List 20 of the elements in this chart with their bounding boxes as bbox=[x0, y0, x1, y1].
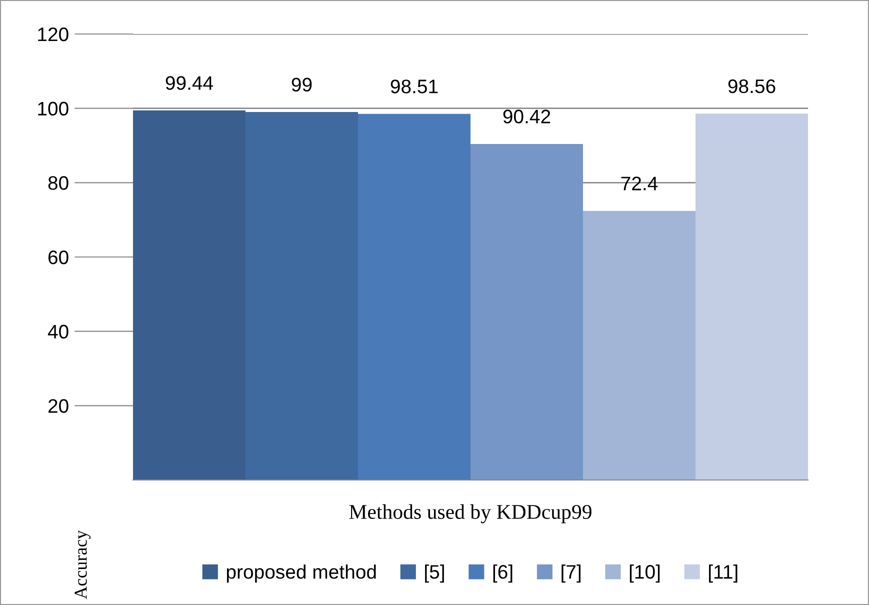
y-tick-label: 100 bbox=[38, 102, 68, 116]
y-tick-label: 120 bbox=[38, 27, 68, 42]
x-axis-title: Methods used by KDDcup99 bbox=[349, 504, 592, 524]
y-tick-label: 80 bbox=[48, 176, 68, 190]
legend-label: [11] bbox=[709, 564, 738, 583]
y-axis-title: Accuracy bbox=[74, 530, 91, 600]
data-label: 98.51 bbox=[390, 80, 438, 94]
legend-label: [6] bbox=[493, 564, 512, 583]
data-label: 99 bbox=[292, 78, 312, 92]
data-label: 90.42 bbox=[503, 110, 550, 124]
y-tick-label: 20 bbox=[48, 399, 68, 413]
data-label: 98.56 bbox=[728, 79, 776, 94]
legend-label: proposed method bbox=[226, 564, 376, 583]
data-label: 72.4 bbox=[621, 176, 658, 190]
legend-label: [7] bbox=[562, 564, 580, 583]
y-tick-label: 40 bbox=[48, 324, 68, 339]
legend-label: [10] bbox=[630, 564, 660, 583]
legend-label: [5] bbox=[425, 564, 444, 583]
y-tick-label: 60 bbox=[48, 250, 68, 264]
data-label: 99.44 bbox=[166, 76, 214, 90]
